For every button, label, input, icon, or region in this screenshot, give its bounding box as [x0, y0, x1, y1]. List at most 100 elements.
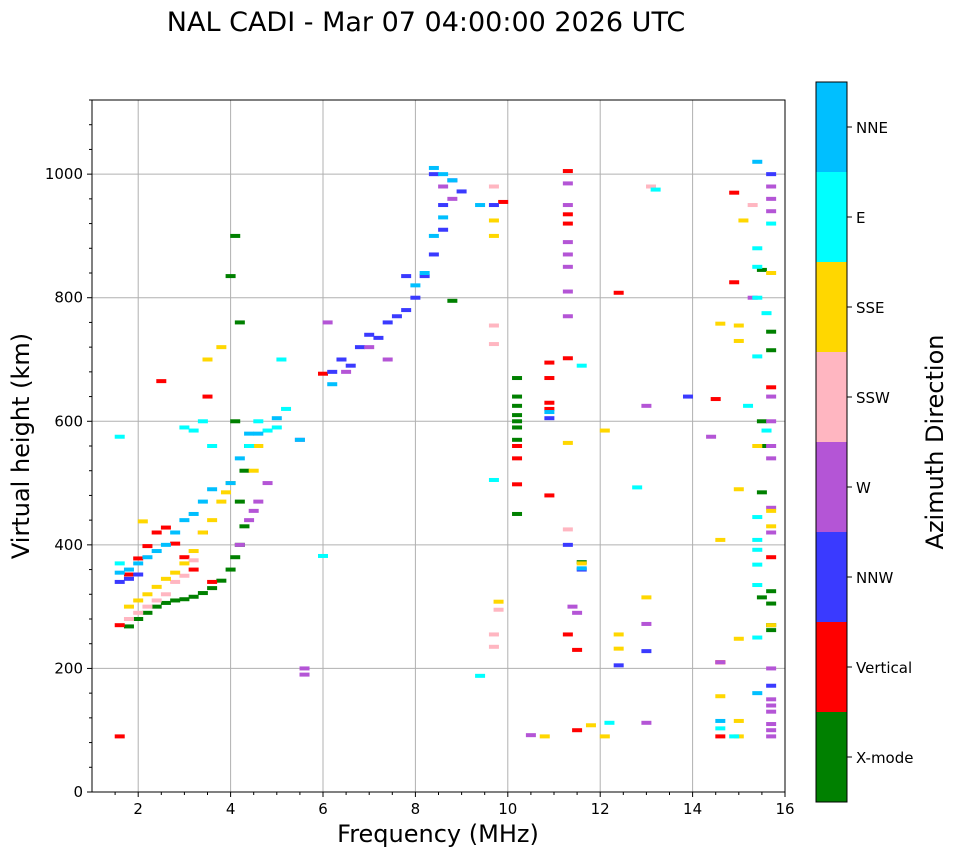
data-point-nne [544, 410, 555, 415]
data-point-w [562, 181, 573, 186]
data-point-x-mode [512, 394, 523, 399]
data-point-sse [613, 632, 624, 637]
y-tick-label: 400 [54, 536, 83, 554]
data-point-x-mode [766, 348, 777, 353]
colorbar-segment [816, 82, 847, 172]
x-tick-label: 2 [133, 800, 143, 818]
data-points [114, 159, 777, 739]
data-point-e [752, 246, 763, 251]
data-point-w [766, 709, 777, 714]
colorbar-tick-label: NNW [856, 569, 893, 587]
data-point-sse [170, 570, 181, 575]
data-point-x-mode [151, 604, 162, 609]
y-tick-label: 200 [54, 659, 83, 677]
data-point-w [766, 697, 777, 702]
data-point-vertical [207, 579, 218, 584]
data-point-w [641, 720, 652, 725]
data-point-w [766, 722, 777, 727]
data-point-sse [766, 623, 777, 628]
data-point-vertical [142, 544, 153, 549]
data-point-nne [428, 165, 439, 170]
data-point-x-mode [766, 601, 777, 606]
data-point-sse [220, 490, 231, 495]
data-point-sse [123, 604, 134, 609]
data-point-x-mode [512, 403, 523, 408]
data-point-ssw [160, 592, 171, 597]
data-point-e [488, 477, 499, 482]
x-axis: 2 4 6 8 10 12 14 16 [114, 792, 795, 818]
x-tick-label: 14 [683, 800, 702, 818]
data-point-w [766, 456, 777, 461]
data-point-w [641, 403, 652, 408]
data-point-vertical [562, 212, 573, 217]
data-point-vertical [160, 525, 171, 530]
data-point-nne [294, 437, 305, 442]
data-point-sse [715, 694, 726, 699]
colorbar: X-mode Vertical NNW W SSW SSE E NNE [815, 81, 913, 803]
data-point-nnw [401, 308, 412, 313]
data-point-e [262, 428, 273, 433]
data-point-sse [253, 444, 264, 448]
data-point-sse [733, 338, 744, 343]
data-point-x-mode [230, 419, 241, 424]
colorbar-frame [815, 81, 848, 803]
data-point-nnw [428, 172, 439, 177]
data-point-sse [562, 440, 573, 445]
data-point-w [562, 264, 573, 269]
data-point-w [438, 184, 449, 189]
data-point-w [525, 733, 536, 738]
data-point-nnw [354, 345, 365, 350]
data-point-sse [766, 524, 777, 529]
data-point-vertical [544, 406, 555, 411]
data-point-x-mode [230, 555, 241, 560]
colorbar-tick-label: E [856, 209, 865, 227]
data-point-nnw [327, 369, 338, 374]
data-point-nne [151, 549, 162, 554]
data-point-vertical [729, 190, 740, 195]
data-point-nne [428, 233, 439, 238]
data-point-w [766, 734, 777, 739]
data-point-sse [599, 428, 610, 433]
data-point-sse [715, 321, 726, 326]
data-point-e [650, 187, 661, 192]
data-point-sse [179, 561, 190, 566]
data-point-sse [733, 487, 744, 492]
data-point-w [364, 345, 375, 350]
data-point-x-mode [756, 490, 767, 495]
data-point-w [562, 240, 573, 245]
data-point-w [562, 289, 573, 294]
colorbar-segment [816, 712, 847, 802]
colorbar-tick-label: NNE [856, 119, 888, 137]
data-point-vertical [613, 290, 624, 295]
x-tick-label: 12 [591, 800, 610, 818]
data-point-sse [766, 508, 777, 513]
data-point-nnw [410, 295, 421, 300]
data-point-vertical [512, 456, 523, 461]
data-point-nne [234, 456, 245, 461]
y-tick-label: 1000 [45, 165, 83, 183]
data-point-vertical [766, 385, 777, 390]
y-axis-label: Virtual height (km) [7, 333, 35, 559]
data-point-w [766, 703, 777, 708]
data-point-sse [733, 323, 744, 328]
data-point-x-mode [225, 567, 236, 572]
data-point-vertical [114, 734, 125, 739]
data-point-w [262, 481, 273, 486]
colorbar-tick-label: W [856, 479, 871, 497]
data-point-sse [715, 537, 726, 542]
data-point-e [752, 515, 763, 520]
data-point-nnw [438, 227, 449, 232]
data-point-nne [327, 382, 338, 387]
data-point-w [248, 508, 259, 513]
x-axis-label: Frequency (MHz) [337, 820, 539, 848]
data-point-sse [641, 595, 652, 600]
data-point-vertical [498, 199, 509, 204]
data-point-sse [216, 499, 227, 504]
colorbar-segment [816, 352, 847, 442]
data-point-x-mode [133, 617, 144, 621]
colorbar-segment [816, 172, 847, 262]
data-point-x-mode [239, 468, 250, 473]
data-point-x-mode [756, 419, 767, 424]
data-point-w [299, 666, 310, 671]
